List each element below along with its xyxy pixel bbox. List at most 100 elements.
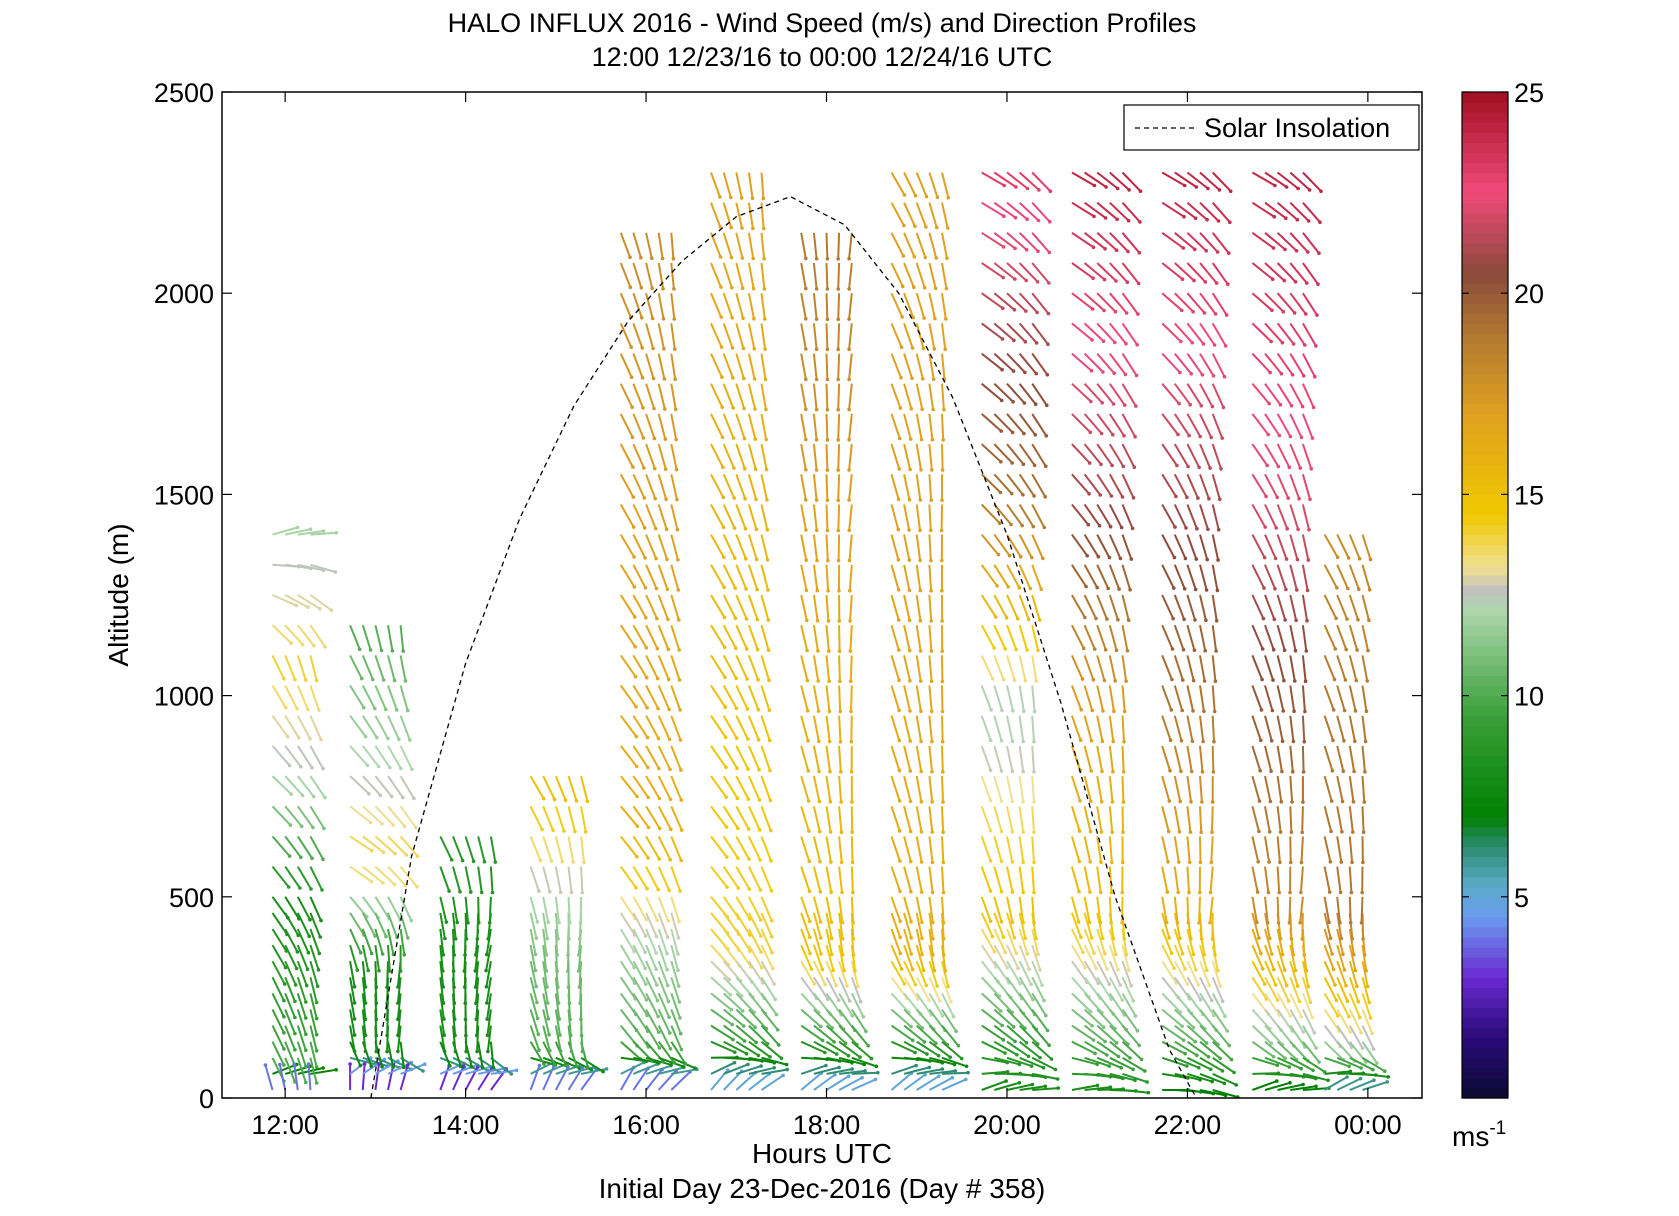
wind-barb	[981, 201, 1006, 218]
wind-barb-shaft	[825, 715, 831, 742]
wind-barb	[284, 866, 302, 890]
wind-barb-head	[1124, 311, 1129, 315]
wind-barb	[1031, 171, 1053, 193]
wind-barb	[940, 625, 944, 653]
wind-barb-shaft	[309, 1057, 318, 1084]
wind-barb	[554, 928, 559, 957]
wind-barb	[657, 655, 671, 682]
wind-barb	[903, 262, 916, 290]
wind-barb	[1006, 715, 1015, 743]
wind-barb-head	[1229, 1057, 1234, 1062]
wind-barb-head	[740, 286, 745, 291]
wind-barb	[1109, 1056, 1135, 1072]
wind-barb	[1096, 473, 1114, 498]
wind-barb-shaft	[271, 775, 292, 795]
wind-barb-shaft	[439, 835, 453, 861]
wind-barb	[1096, 1024, 1119, 1045]
wind-barb-shaft	[1211, 443, 1222, 470]
wind-barb	[657, 564, 670, 592]
wind-barb-shaft	[825, 928, 833, 955]
wind-barb	[374, 685, 388, 712]
wind-barb	[890, 594, 901, 622]
wind-barb-shaft	[657, 866, 671, 891]
wind-barb-head	[660, 256, 665, 261]
wind-barb-shaft	[850, 685, 853, 712]
wind-barb-head	[630, 405, 634, 410]
wind-barb-shaft	[941, 444, 944, 471]
wind-barb	[349, 1041, 363, 1068]
wind-barb-shaft	[993, 503, 1012, 526]
wind-barb	[670, 262, 676, 291]
wind-barb	[1199, 262, 1219, 285]
wind-barb	[1096, 928, 1107, 956]
wind-barb-shaft	[477, 866, 483, 893]
wind-barb	[670, 1056, 697, 1070]
wind-barb	[1018, 201, 1041, 223]
wind-barb	[1186, 443, 1201, 470]
wind-barb	[1121, 625, 1130, 653]
wind-barb	[903, 806, 913, 834]
wind-barb-head	[940, 709, 945, 714]
wind-barb	[1210, 776, 1215, 804]
wind-barb	[1083, 685, 1094, 713]
wind-barb-shaft	[1251, 685, 1263, 711]
wind-barb-head	[820, 1038, 825, 1043]
wind-barb	[915, 836, 924, 864]
wind-barb	[542, 993, 551, 1021]
wind-barb-shaft	[1186, 806, 1192, 833]
wind-barb	[825, 715, 832, 744]
wind-barb-head	[940, 1067, 945, 1071]
wind-barb	[916, 1074, 941, 1091]
wind-barb-shaft	[1031, 992, 1047, 1017]
wind-barb	[1070, 866, 1081, 894]
wind-barb-shaft	[632, 1067, 649, 1091]
wind-barb-head	[388, 765, 392, 770]
wind-barb	[847, 232, 853, 261]
wind-barb-head	[1021, 920, 1025, 925]
wind-barb-head	[941, 921, 946, 925]
wind-barb-head	[509, 1072, 514, 1076]
wind-barb-head	[317, 708, 321, 712]
wind-barb	[542, 912, 550, 941]
wind-barb-head	[460, 858, 465, 863]
wind-barb	[1173, 866, 1180, 895]
wind-barb	[1006, 685, 1015, 713]
wind-barb-shaft	[272, 526, 298, 536]
wind-barb-head	[723, 735, 728, 739]
wind-barb	[993, 171, 1018, 189]
wind-barb-head	[1180, 1024, 1184, 1028]
wind-barb	[812, 806, 822, 834]
wind-barb-shaft	[760, 960, 775, 985]
wind-barb-head	[1191, 1025, 1196, 1030]
wind-barb	[396, 1009, 402, 1038]
wind-barb-head	[355, 968, 360, 972]
wind-barb-shaft	[580, 1056, 604, 1073]
wind-barb	[1173, 443, 1190, 469]
wind-barb-shaft	[349, 1025, 356, 1052]
wind-barb-shaft	[710, 172, 721, 198]
wind-barb-head	[907, 497, 912, 502]
wind-barb-head	[1001, 935, 1006, 939]
wind-barb-shaft	[760, 992, 778, 1016]
wind-barb-shaft	[619, 322, 633, 348]
wind-barb-head	[371, 677, 375, 682]
wind-barb-shaft	[735, 443, 746, 470]
wind-barb-shaft	[645, 928, 658, 954]
wind-barb	[398, 945, 403, 973]
wind-barb-head	[1120, 921, 1124, 925]
wind-barb-shaft	[837, 232, 841, 259]
wind-barb-shaft	[760, 172, 765, 199]
wind-barb	[1071, 624, 1086, 651]
wind-barb	[1161, 1056, 1189, 1068]
wind-barb-shaft	[903, 928, 913, 955]
wind-barb-head	[385, 1033, 389, 1038]
wind-barb-shaft	[1121, 232, 1141, 254]
wind-barb-head	[442, 1017, 446, 1021]
wind-barb-head	[673, 407, 678, 412]
wind-barb	[1109, 171, 1131, 192]
wind-barb-shaft	[554, 928, 559, 956]
wind-barb	[1121, 992, 1138, 1018]
wind-barb-head	[1089, 769, 1093, 773]
wind-barb	[890, 262, 905, 289]
wind-barb	[645, 232, 654, 261]
